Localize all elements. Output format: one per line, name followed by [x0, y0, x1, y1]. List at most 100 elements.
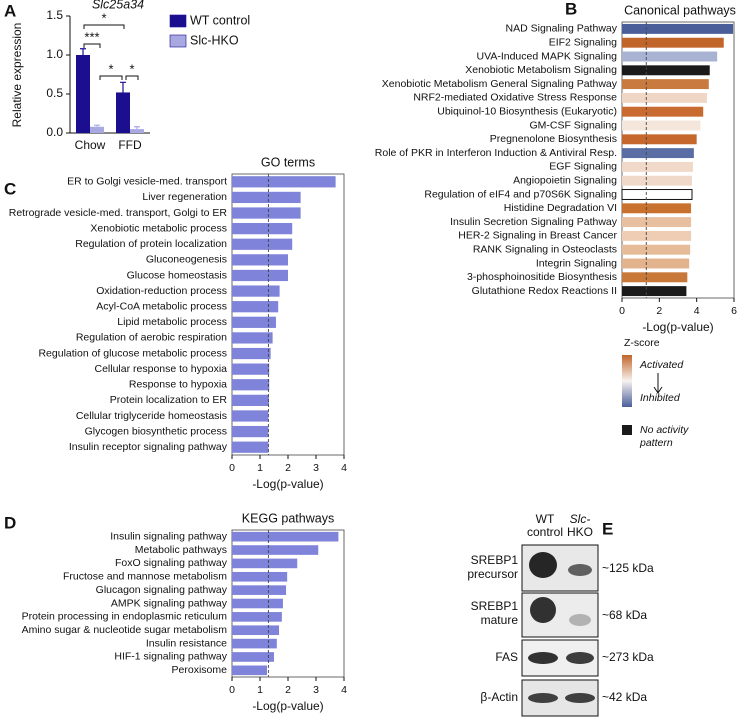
- category-label: Metabolic pathways: [135, 544, 227, 556]
- x-tick-label: 1: [257, 462, 263, 474]
- bar: [622, 148, 694, 159]
- category-label: Insulin signaling pathway: [110, 530, 227, 542]
- category-label: NRF2-mediated Oxidative Stress Response: [413, 92, 617, 104]
- bar: [130, 129, 144, 133]
- blot-row-label: FAS: [495, 650, 518, 664]
- bar: [116, 92, 130, 133]
- bar: [622, 51, 718, 62]
- x-tick-label: 0: [619, 305, 625, 317]
- category-label: Glycogen biosynthetic process: [85, 425, 227, 437]
- category-label: Insulin receptor signaling pathway: [69, 441, 228, 453]
- category-label: Fructose and mannose metabolism: [63, 571, 227, 583]
- category-label: Protein localization to ER: [110, 394, 228, 406]
- y-tick-label: 0.5: [46, 86, 63, 100]
- x-tick-label: 2: [285, 462, 291, 474]
- category-label: Role of PKR in Interferon Induction & An…: [375, 147, 617, 159]
- x-tick-label: FFD: [118, 138, 142, 152]
- bar: [622, 286, 687, 297]
- chart-title: GO terms: [261, 155, 315, 169]
- bar: [232, 585, 287, 595]
- blot-size: ~273 kDa: [602, 650, 654, 664]
- category-label: Response to hypoxia: [129, 379, 227, 391]
- x-tick-label: 1: [257, 684, 263, 696]
- legend-swatch: [622, 425, 632, 435]
- panel-letter: B: [565, 0, 577, 18]
- bar: [232, 625, 280, 636]
- bar: [622, 106, 704, 117]
- blot-row-label: mature: [481, 613, 519, 627]
- bar: [622, 272, 688, 283]
- error-bar: [80, 48, 86, 55]
- bar: [232, 652, 274, 662]
- category-label: HER-2 Signaling in Breast Cancer: [458, 230, 617, 242]
- blot-band: [569, 614, 591, 626]
- legend-arrow: [653, 373, 663, 394]
- chart-title: Slc25a34: [92, 0, 144, 11]
- x-axis-label: -Log(p-value): [252, 477, 323, 491]
- bar: [232, 598, 283, 609]
- bar: [232, 612, 282, 622]
- significance-brackets: [83, 24, 139, 80]
- x-tick-label: 2: [285, 684, 291, 696]
- blot-row-label: precursor: [467, 567, 518, 581]
- blot-band: [530, 597, 556, 623]
- category-label: Glutathione Redox Reactions II: [472, 285, 617, 297]
- plot-frame: [621, 21, 735, 299]
- category-label: RANK Signaling in Osteoclasts: [473, 243, 617, 255]
- significance: *: [108, 61, 113, 76]
- bar: [622, 244, 691, 255]
- category-label: Ubiquinol-10 Biosynthesis (Eukaryotic): [437, 105, 617, 117]
- error-bar: [94, 124, 100, 127]
- blot-row-label: SREBP1: [471, 599, 519, 613]
- bar: [232, 207, 301, 219]
- legend-none: No activity: [640, 424, 689, 436]
- x-tick-label: 4: [341, 462, 347, 474]
- blot-band: [529, 552, 557, 578]
- bar: [232, 571, 288, 582]
- category-label: Xenobiotic Metabolism Signaling: [465, 64, 617, 76]
- bar: [622, 37, 724, 48]
- bar: [622, 217, 692, 228]
- significance: *: [101, 10, 106, 25]
- bar: [232, 285, 280, 297]
- blot-size: ~42 kDa: [602, 690, 647, 704]
- category-label: Gluconeogenesis: [146, 254, 227, 266]
- bar: [622, 161, 693, 172]
- lane-label: control: [527, 525, 563, 539]
- legend-high: Activated: [639, 359, 684, 371]
- x-tick-label: 4: [341, 684, 347, 696]
- bar: [622, 203, 692, 214]
- y-tick-label: 1.0: [46, 47, 63, 61]
- panel-letter: A: [4, 1, 16, 20]
- blot-band: [528, 693, 558, 703]
- bar: [622, 258, 690, 269]
- bar: [622, 230, 692, 241]
- x-tick-label: 0: [229, 462, 235, 474]
- category-label: Peroxisome: [172, 664, 228, 676]
- legend-label: Slc-HKO: [190, 33, 239, 47]
- panel-letter: C: [4, 179, 16, 198]
- category-label: NAD Signaling Pathway: [506, 23, 618, 35]
- x-tick-label: 4: [694, 305, 700, 317]
- legend-label: WT control: [190, 13, 250, 27]
- bar: [232, 191, 301, 204]
- bar: [622, 120, 701, 131]
- x-tick-label: 0: [229, 684, 235, 696]
- bar: [232, 176, 336, 188]
- category-label: Regulation of aerobic respiration: [76, 332, 227, 344]
- category-label: 3-phosphoinositide Biosynthesis: [467, 271, 617, 283]
- panel-letter: D: [4, 513, 16, 532]
- panel-letter: E: [602, 519, 613, 538]
- category-label: Glucose homeostasis: [127, 269, 227, 281]
- y-tick-label: 1.5: [46, 8, 63, 22]
- category-label: ER to Golgi vesicle-med. transport: [67, 176, 227, 188]
- bar: [232, 410, 269, 422]
- category-label: GM-CSF Signaling: [529, 119, 617, 131]
- bar: [232, 441, 269, 453]
- category-label: UVA-Induced MAPK Signaling: [477, 50, 618, 62]
- category-label: Insulin Secretion Signaling Pathway: [450, 216, 618, 228]
- bar: [622, 175, 692, 186]
- significance: ***: [84, 29, 99, 44]
- western-blot: E WT control Slc- HKO SREBP1 precursor S…: [467, 512, 654, 717]
